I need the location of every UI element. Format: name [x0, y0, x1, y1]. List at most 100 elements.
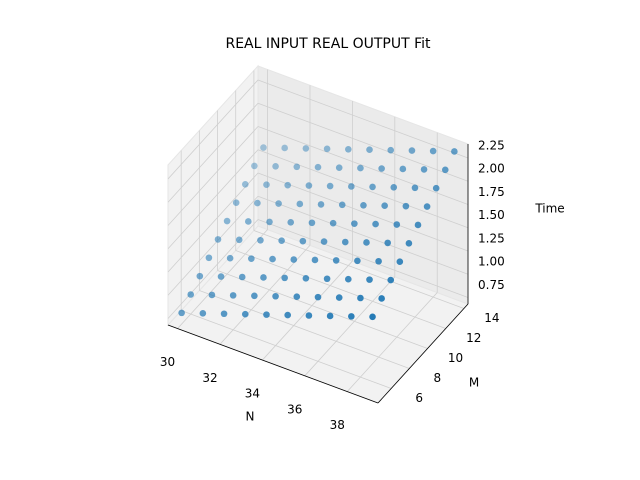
data-point: [345, 275, 352, 283]
x-tick-label: 32: [202, 371, 217, 385]
data-point: [241, 180, 249, 188]
data-point: [248, 255, 255, 262]
data-point: [351, 220, 358, 227]
chart-title: REAL INPUT REAL OUTPUT Fit: [225, 36, 431, 52]
data-point: [308, 219, 316, 227]
data-point: [372, 220, 379, 228]
grid-line: [235, 250, 446, 329]
data-point: [354, 257, 361, 265]
grid-line: [167, 126, 259, 226]
data-point: [369, 313, 376, 321]
y-tick-label: 12: [466, 331, 481, 345]
data-point: [414, 221, 422, 229]
grid-line: [167, 172, 259, 273]
data-point: [196, 272, 204, 280]
data-point: [332, 257, 340, 264]
data-point: [229, 292, 237, 299]
data-point: [320, 238, 328, 245]
data-point: [405, 240, 413, 247]
data-point: [290, 256, 298, 263]
data-point: [357, 164, 364, 172]
grid-line: [257, 126, 469, 205]
data-point: [323, 275, 331, 283]
z-tick-label: 2.25: [478, 138, 505, 152]
data-point: [217, 273, 225, 280]
z-axis-label: Time: [534, 202, 564, 216]
grid-line: [257, 219, 469, 298]
grid-line: [257, 149, 469, 229]
z-tick-label: 1.75: [478, 185, 505, 199]
x-axis-label: N: [246, 410, 255, 424]
data-point: [429, 147, 437, 155]
data-point: [378, 165, 385, 172]
data-point: [329, 219, 337, 227]
data-point: [335, 164, 343, 171]
grid-line: [257, 195, 469, 275]
data-point: [305, 182, 313, 189]
data-point: [432, 184, 440, 192]
data-point: [281, 144, 288, 152]
grid-line: [167, 102, 259, 203]
data-point: [348, 313, 355, 320]
axis-line: [167, 324, 379, 404]
data-point: [369, 183, 376, 191]
grid-line: [304, 276, 396, 377]
data-point: [226, 254, 234, 262]
data-point: [281, 274, 288, 282]
data-point: [260, 144, 267, 151]
data-point: [360, 201, 367, 209]
data-point: [272, 292, 279, 300]
data-point: [214, 236, 222, 243]
data-point: [366, 146, 373, 154]
data-point: [251, 292, 258, 300]
z-tick-label: 1.00: [478, 255, 505, 269]
data-point: [348, 183, 355, 190]
data-point: [402, 202, 410, 210]
data-point: [381, 202, 388, 210]
data-point: [235, 236, 243, 244]
data-point: [423, 203, 431, 210]
data-point: [363, 239, 370, 246]
y-tick-label: 8: [434, 371, 442, 385]
data-point: [293, 163, 301, 171]
data-point: [257, 236, 264, 244]
x-tick-label: 30: [160, 355, 175, 369]
grid-line: [167, 79, 259, 180]
data-point: [399, 165, 407, 173]
z-tick-label: 0.75: [478, 278, 505, 292]
data-point: [366, 276, 373, 283]
data-point: [245, 218, 252, 225]
data-point: [411, 184, 419, 192]
data-point: [232, 199, 240, 206]
data-point: [341, 238, 349, 246]
data-point: [375, 257, 382, 265]
data-point: [178, 309, 185, 317]
data-point: [323, 145, 331, 153]
grid-line: [199, 290, 410, 369]
data-point: [272, 163, 279, 170]
data-point: [284, 311, 291, 319]
data-point: [287, 219, 295, 226]
data-point: [317, 201, 325, 208]
grid-line: [217, 270, 428, 349]
data-point: [205, 254, 213, 262]
data-point: [223, 217, 231, 225]
data-point: [378, 295, 385, 302]
data-point: [451, 148, 458, 155]
data-point: [199, 310, 207, 317]
data-point: [311, 256, 319, 264]
data-point: [335, 294, 343, 301]
data-point: [357, 294, 364, 302]
grid-line: [167, 219, 259, 319]
data-point: [345, 145, 352, 153]
data-point: [220, 310, 228, 318]
data-point: [384, 239, 391, 247]
grid-line: [262, 260, 353, 361]
x-tick-label: 34: [245, 387, 260, 401]
data-point: [284, 181, 291, 189]
data-point: [314, 293, 322, 301]
data-point: [314, 163, 322, 171]
data-point: [266, 218, 273, 226]
